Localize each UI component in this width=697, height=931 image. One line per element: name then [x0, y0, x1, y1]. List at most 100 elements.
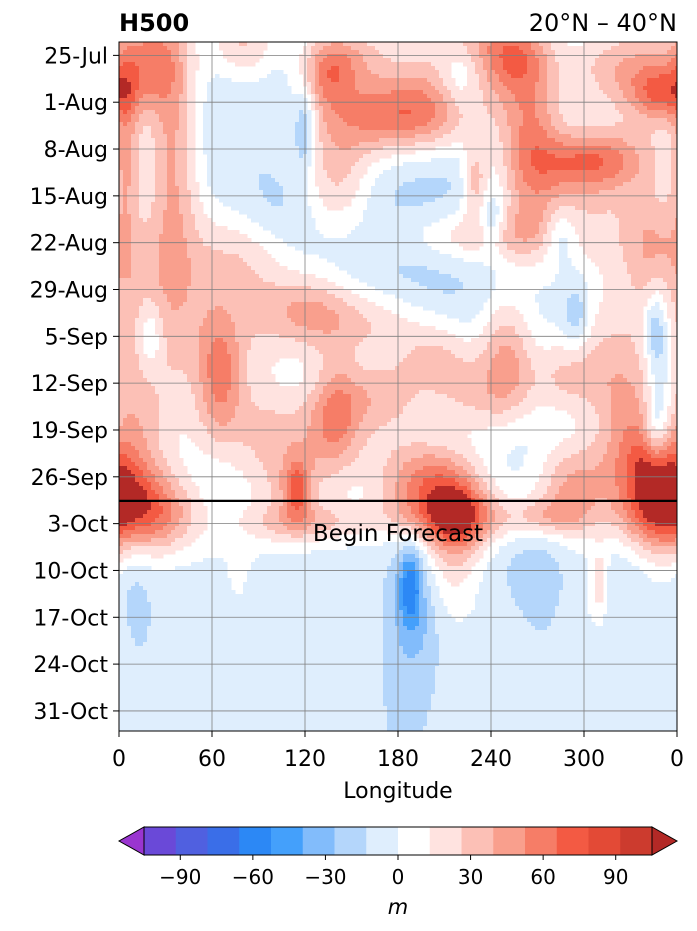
- heatmap-cell: [475, 134, 480, 139]
- heatmap-cell: [335, 74, 340, 79]
- heatmap-cell: [571, 70, 576, 75]
- heatmap-cell: [339, 106, 344, 111]
- heatmap-cell: [219, 186, 224, 191]
- heatmap-cell: [371, 54, 376, 59]
- heatmap-cell: [159, 146, 164, 151]
- heatmap-cell: [327, 118, 332, 123]
- heatmap-cell: [263, 106, 268, 111]
- heatmap-cell: [135, 150, 140, 155]
- heatmap-cell: [671, 178, 676, 183]
- heatmap-cell: [399, 114, 404, 119]
- heatmap-cell: [595, 46, 600, 51]
- heatmap-cell: [351, 138, 356, 143]
- heatmap-cell: [527, 102, 532, 107]
- heatmap-cell: [347, 174, 352, 179]
- heatmap-cell: [239, 54, 244, 59]
- heatmap-cell: [403, 106, 408, 111]
- heatmap-cell: [519, 138, 524, 143]
- heatmap-cell: [495, 86, 500, 91]
- heatmap-cell: [187, 154, 192, 159]
- heatmap-cell: [667, 94, 672, 99]
- heatmap-cell: [439, 118, 444, 123]
- heatmap-cell: [455, 178, 460, 183]
- heatmap-cell: [191, 70, 196, 75]
- heatmap-cell: [535, 138, 540, 143]
- heatmap-cell: [587, 78, 592, 83]
- heatmap-cell: [543, 110, 548, 115]
- heatmap-cell: [275, 110, 280, 115]
- heatmap-cell: [527, 134, 532, 139]
- heatmap-cell: [387, 70, 392, 75]
- heatmap-cell: [147, 54, 152, 59]
- heatmap-cell: [515, 90, 520, 95]
- heatmap-cell: [611, 190, 616, 195]
- heatmap-cell: [267, 130, 272, 135]
- heatmap-cell: [495, 170, 500, 175]
- heatmap-cell: [599, 174, 604, 179]
- heatmap-cell: [271, 82, 276, 87]
- heatmap-cell: [635, 162, 640, 167]
- heatmap-cell: [167, 110, 172, 115]
- heatmap-cell: [395, 114, 400, 119]
- heatmap-cell: [239, 58, 244, 63]
- heatmap-cell: [351, 42, 356, 47]
- heatmap-cell: [367, 150, 372, 155]
- heatmap-cell: [431, 114, 436, 119]
- heatmap-cell: [243, 42, 248, 47]
- heatmap-cell: [247, 186, 252, 191]
- heatmap-cell: [603, 46, 608, 51]
- heatmap-cell: [571, 102, 576, 107]
- heatmap-cell: [471, 174, 476, 179]
- heatmap-cell: [175, 90, 180, 95]
- heatmap-cell: [371, 66, 376, 71]
- heatmap-cell: [163, 110, 168, 115]
- heatmap-cell: [383, 170, 388, 175]
- heatmap-cell: [399, 94, 404, 99]
- heatmap-cell: [159, 174, 164, 179]
- heatmap-cell: [539, 186, 544, 191]
- heatmap-cell: [575, 106, 580, 111]
- heatmap-cell: [431, 186, 436, 191]
- heatmap-cell: [255, 158, 260, 163]
- heatmap-cell: [547, 106, 552, 111]
- heatmap-cell: [595, 174, 600, 179]
- heatmap-cell: [191, 186, 196, 191]
- heatmap-cell: [595, 146, 600, 151]
- heatmap-cell: [523, 58, 528, 63]
- heatmap-cell: [555, 142, 560, 147]
- heatmap-cell: [167, 150, 172, 155]
- heatmap-cell: [363, 146, 368, 151]
- heatmap-cell: [367, 146, 372, 151]
- heatmap-cell: [639, 166, 644, 171]
- heatmap-cell: [611, 134, 616, 139]
- heatmap-cell: [655, 162, 660, 167]
- heatmap-cell: [143, 190, 148, 195]
- heatmap-cell: [259, 126, 264, 131]
- heatmap-cell: [507, 90, 512, 95]
- heatmap-cell: [627, 50, 632, 55]
- heatmap-cell: [419, 162, 424, 167]
- heatmap-cell: [455, 134, 460, 139]
- heatmap-cell: [659, 130, 664, 135]
- heatmap-cell: [579, 154, 584, 159]
- heatmap-cell: [255, 154, 260, 159]
- heatmap-cell: [615, 66, 620, 71]
- heatmap-cell: [307, 162, 312, 167]
- heatmap-cell: [219, 154, 224, 159]
- heatmap-cell: [659, 42, 664, 47]
- heatmap-cell: [595, 70, 600, 75]
- heatmap-cell: [187, 178, 192, 183]
- heatmap-cell: [635, 154, 640, 159]
- heatmap-cell: [163, 178, 168, 183]
- heatmap-cell: [467, 106, 472, 111]
- heatmap-cell: [603, 50, 608, 55]
- heatmap-cell: [643, 70, 648, 75]
- heatmap-cell: [155, 178, 160, 183]
- heatmap-cell: [231, 82, 236, 87]
- heatmap-cell: [399, 50, 404, 55]
- heatmap-cell: [579, 150, 584, 155]
- heatmap-cell: [167, 126, 172, 131]
- heatmap-cell: [367, 58, 372, 63]
- heatmap-cell: [467, 54, 472, 59]
- heatmap-cell: [351, 62, 356, 67]
